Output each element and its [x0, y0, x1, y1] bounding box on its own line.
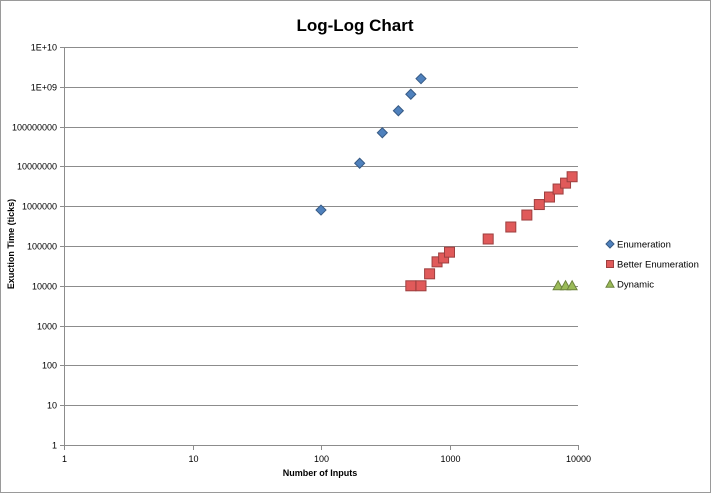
legend-better-enumeration-marker — [606, 260, 614, 268]
x-tick-label: 10 — [188, 454, 198, 464]
chart-title: Log-Log Chart — [296, 16, 413, 35]
enumeration-point — [415, 72, 427, 85]
y-tick-label: 1000 — [37, 322, 57, 332]
legend-enumeration-label: Enumeration — [617, 240, 671, 251]
better-enumeration-point — [521, 209, 533, 221]
y-tick-label: 100000 — [27, 242, 57, 252]
dynamic-point — [566, 279, 578, 291]
y-tick-label: 10000 — [32, 282, 57, 292]
legend-better-enumeration-label: Better Enumeration — [617, 260, 699, 271]
axes — [60, 47, 579, 450]
better-enumeration-point — [543, 191, 555, 203]
x-tick-label: 1 — [62, 454, 67, 464]
x-tick-label: 10000 — [566, 454, 591, 464]
legend: Enumeration Better Enumeration Dynamic — [605, 239, 699, 291]
y-tick-label: 1 — [52, 441, 57, 451]
enumeration-point — [392, 105, 405, 117]
y-axis-ticks: 1 10 100 1000 10000 100000 1000000 10000000 1000… — [12, 43, 57, 451]
legend-enumeration-marker — [605, 239, 615, 249]
enumeration-point — [405, 88, 417, 100]
y-tick-label: 1E+09 — [31, 83, 57, 93]
x-tick-label: 100 — [314, 454, 329, 464]
better-enumeration-point — [482, 233, 494, 245]
y-tick-label: 10 — [47, 401, 57, 411]
better-enumeration-point — [444, 246, 455, 258]
better-enumeration-point — [560, 177, 572, 189]
data-points — [315, 72, 578, 292]
better-enumeration-point — [566, 171, 578, 183]
y-tick-label: 1E+10 — [31, 43, 57, 53]
better-enumeration-point — [533, 199, 545, 211]
y-tick-label: 100 — [42, 361, 57, 371]
enumeration-point — [315, 204, 327, 216]
y-axis-label: Exuction Time (ticks) — [6, 199, 16, 289]
y-tick-label: 10000000 — [17, 162, 57, 172]
x-axis-label: Number of Inputs — [283, 468, 358, 478]
better-enumeration-point — [552, 183, 564, 195]
better-enumeration-point — [505, 221, 517, 233]
enumeration-point — [376, 127, 389, 139]
better-enumeration-point — [438, 252, 450, 264]
better-enumeration-point — [424, 268, 436, 280]
y-tick-label: 100000000 — [12, 123, 57, 133]
better-enumeration-point — [415, 280, 427, 292]
y-tick-label: 1000000 — [22, 202, 57, 212]
legend-dynamic-marker — [605, 278, 615, 288]
x-tick-label: 1000 — [440, 454, 460, 464]
gridlines — [64, 47, 578, 446]
x-axis-ticks: 1 10 100 1000 10000 — [62, 454, 591, 464]
enumeration-point — [353, 157, 366, 169]
dynamic-point — [552, 279, 564, 291]
legend-dynamic-label: Dynamic — [617, 280, 654, 291]
better-enumeration-point — [405, 280, 417, 292]
